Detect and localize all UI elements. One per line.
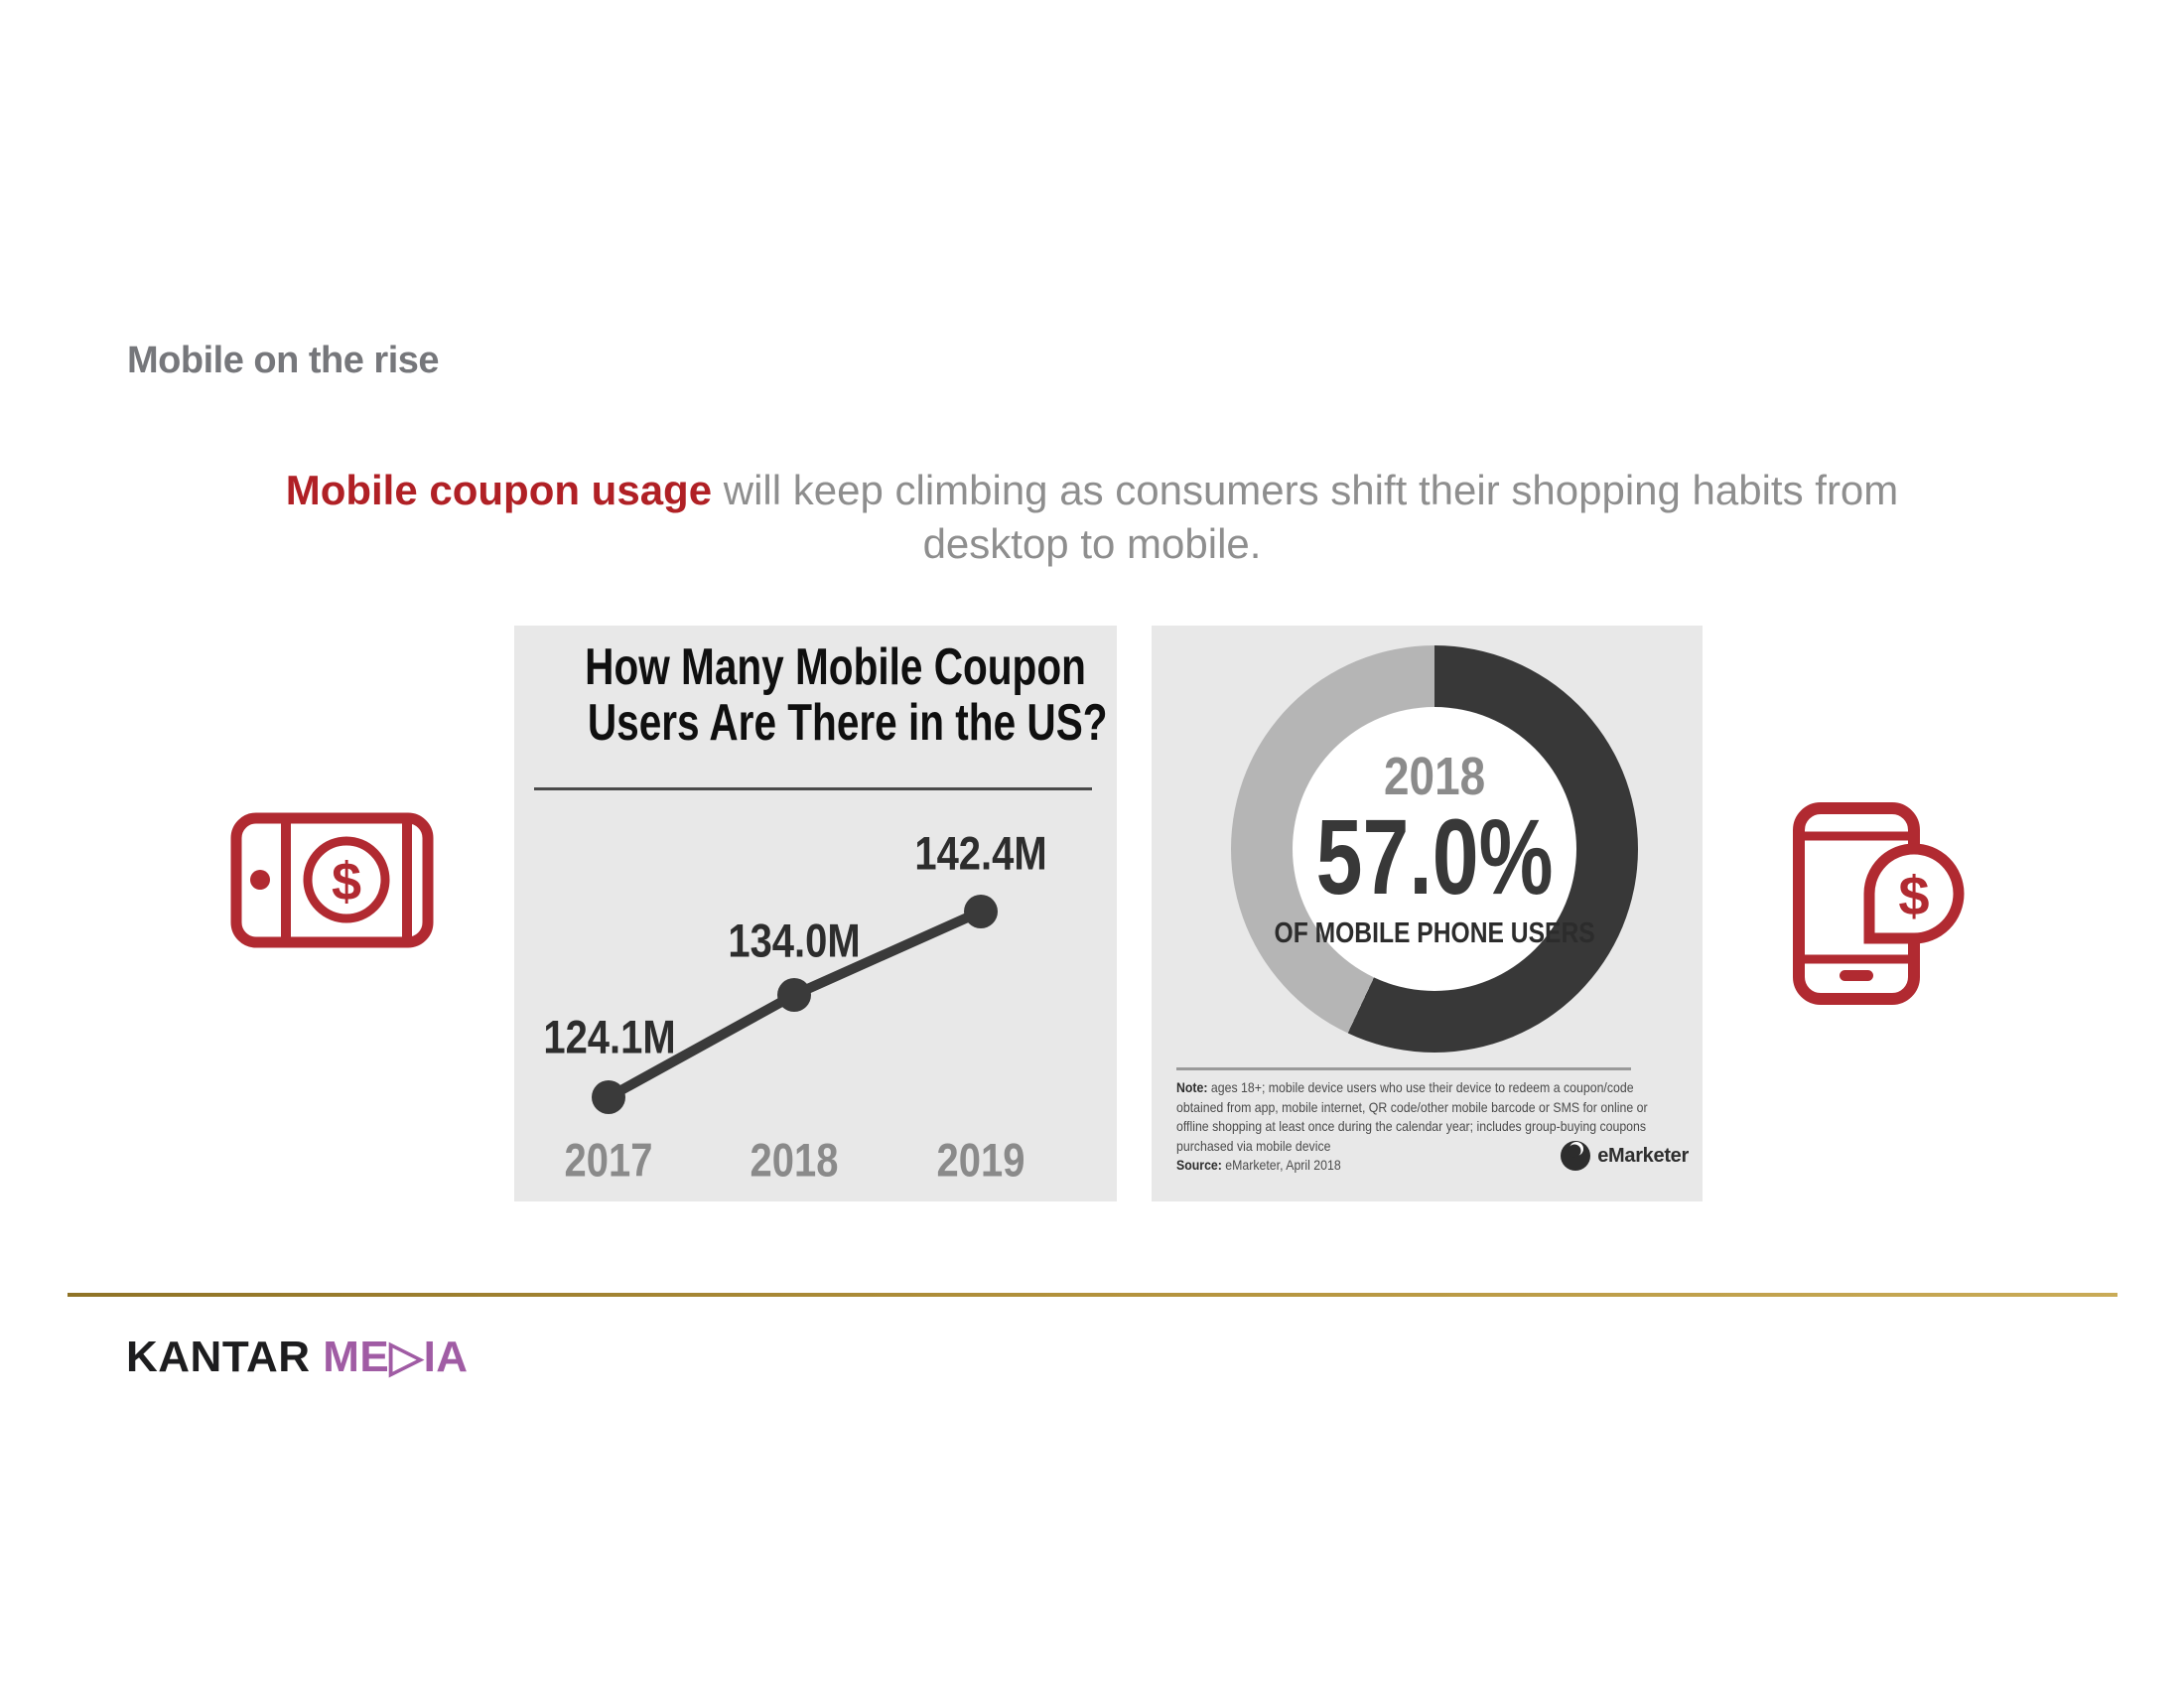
line-chart-title-line2: Users Are There in the US? <box>587 694 1108 752</box>
emarketer-logo: eMarketer <box>1560 1140 1689 1172</box>
donut-center-year: 2018 <box>1383 747 1486 806</box>
note-line-4: purchased via mobile device <box>1176 1137 1331 1154</box>
source-label: Source: <box>1176 1157 1222 1173</box>
dollar-glyph: $ <box>1898 865 1929 927</box>
kantar-wordmark: KANTAR <box>126 1333 311 1381</box>
tablet-dollar-icon: $ <box>230 812 434 948</box>
donut-center-caption: OF MOBILE PHONE USERS <box>1274 917 1595 949</box>
coin-circle <box>303 836 390 923</box>
chart-title-divider <box>534 787 1092 790</box>
data-point-label-2017: 124.1M <box>543 1010 676 1063</box>
point-marker-2017 <box>592 1080 625 1114</box>
note-line-3: offline shopping at least once during th… <box>1176 1118 1647 1134</box>
line-chart-panel: How Many Mobile Coupon Users Are There i… <box>514 626 1117 1201</box>
dollar-glyph: $ <box>332 852 361 912</box>
emarketer-wordmark: eMarketer <box>1597 1144 1689 1167</box>
point-marker-2019 <box>964 895 998 928</box>
subtitle-line-2: desktop to mobile. <box>922 520 1262 567</box>
subtitle-highlight: Mobile coupon usage <box>285 467 713 513</box>
dollar-tag-badge <box>1863 843 1965 944</box>
x-axis-label-2017: 2017 <box>564 1133 653 1187</box>
media-wordmark: ME▷IA <box>323 1333 469 1381</box>
kantar-media-logo: KANTAR ME▷IA <box>126 1333 469 1382</box>
source-line: Source: eMarketer, April 2018 <box>1176 1157 1341 1173</box>
page-title: Mobile on the rise <box>127 340 440 381</box>
note-divider <box>1176 1067 1631 1070</box>
note-line-2: obtained from app, mobile internet, QR c… <box>1176 1098 1648 1115</box>
gold-divider <box>68 1293 2117 1297</box>
line-chart-title: How Many Mobile Coupon Users Are There i… <box>514 639 1117 751</box>
subtitle-line-1: Mobile coupon usage will keep climbing a… <box>0 467 2184 514</box>
tablet-button-dot <box>250 870 270 890</box>
phone-home-button <box>1840 970 1873 981</box>
phone-dollar-icon: $ <box>1793 802 1965 1005</box>
line-chart-title-line1: How Many Mobile Coupon <box>585 638 1086 696</box>
chart-note: Note: ages 18+; mobile device users who … <box>1176 1078 1735 1176</box>
data-point-label-2019: 142.4M <box>914 826 1047 880</box>
donut-center-value: 57.0% <box>1315 796 1554 916</box>
data-point-label-2018: 134.0M <box>728 914 861 967</box>
emarketer-globe-icon <box>1561 1141 1591 1171</box>
point-marker-2018 <box>777 978 811 1012</box>
note-line-1: Note: ages 18+; mobile device users who … <box>1176 1079 1634 1095</box>
x-axis-label-2018: 2018 <box>750 1133 839 1187</box>
line-chart <box>592 895 998 1114</box>
donut-chart-panel: 2018 57.0% OF MOBILE PHONE USERS Note: a… <box>1152 626 1703 1201</box>
note-label: Note: <box>1176 1079 1208 1095</box>
subtitle-rest: will keep climbing as consumers shift th… <box>712 467 1899 513</box>
donut-center: 2018 57.0% OF MOBILE PHONE USERS <box>1274 707 1595 991</box>
x-axis-label-2019: 2019 <box>936 1133 1025 1187</box>
